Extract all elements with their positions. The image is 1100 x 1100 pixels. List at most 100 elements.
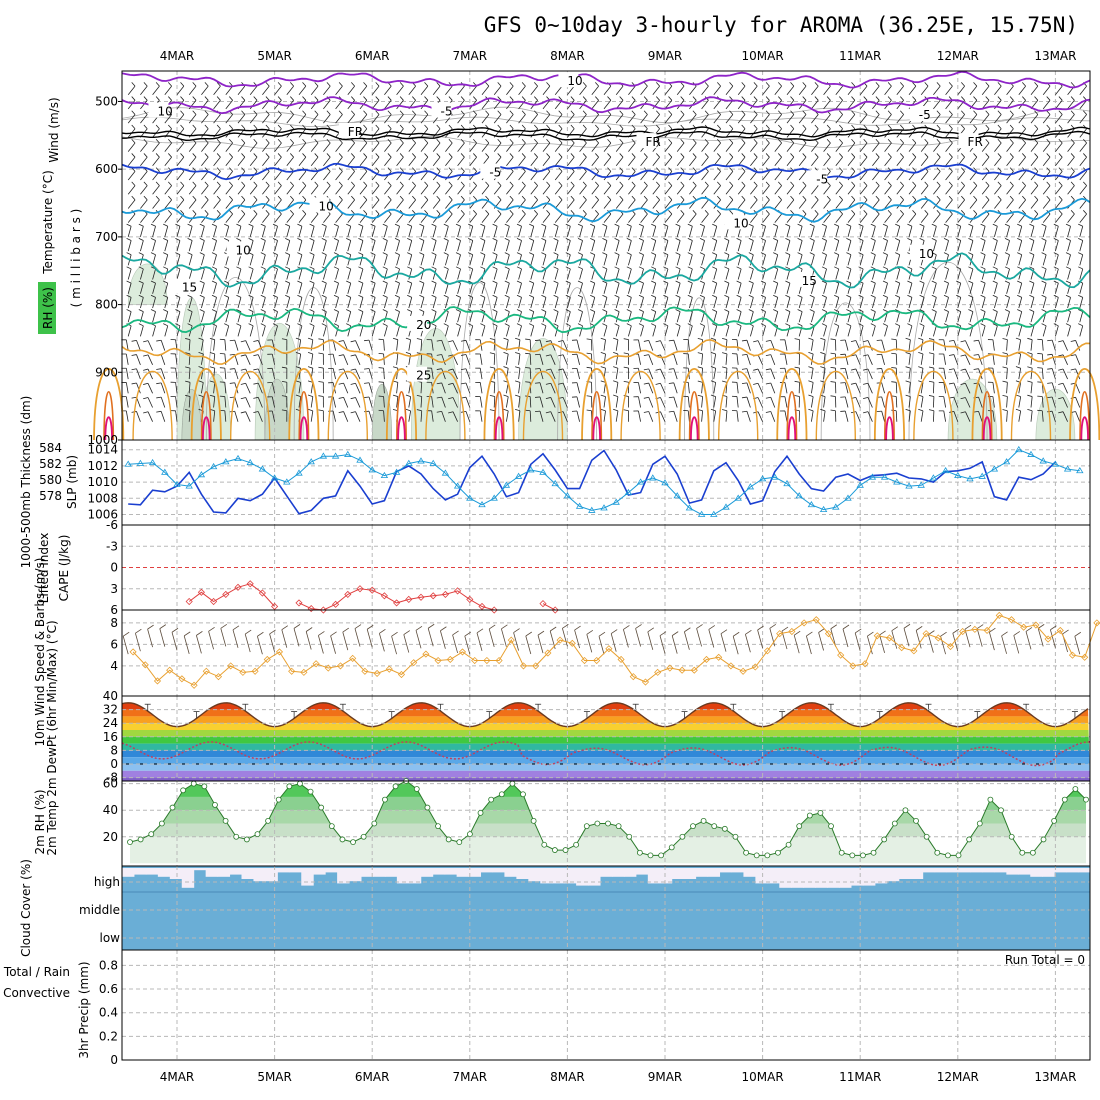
wind-barb xyxy=(431,339,434,351)
wind-barb xyxy=(689,142,697,152)
wind-barb xyxy=(1041,410,1044,422)
wind-barb-flag xyxy=(480,266,486,270)
wind-barb xyxy=(335,213,343,223)
wind-barb-flag xyxy=(692,110,697,115)
wind-barb xyxy=(811,353,814,365)
wind-barb-flag xyxy=(741,368,747,370)
wind-barb-flag xyxy=(1041,223,1047,227)
wind-barb-flag xyxy=(887,82,892,87)
surface-barb-flag xyxy=(964,624,972,630)
wind-barb xyxy=(529,410,532,422)
wind-barb-flag xyxy=(253,124,258,130)
wind-barb-flag xyxy=(1029,238,1035,241)
wind-barb xyxy=(652,213,660,223)
wind-barb xyxy=(323,85,331,95)
wind-barb xyxy=(774,283,779,294)
wind-barb-flag xyxy=(248,238,254,241)
wind-barb-flag xyxy=(155,181,160,186)
wind-barb xyxy=(1055,142,1063,152)
wind-barb xyxy=(762,171,770,181)
wind-barb-flag xyxy=(765,96,770,101)
wind-barb-flag xyxy=(790,210,795,215)
wind-barb-flag xyxy=(936,153,941,158)
wind-barb xyxy=(1075,397,1081,408)
wind-barb xyxy=(701,156,709,167)
wind-barb-flag xyxy=(407,266,412,270)
wind-barb-flag xyxy=(960,411,966,414)
wind-barb-flag xyxy=(131,368,137,371)
wind-barb xyxy=(835,199,843,209)
wind-barb-flag xyxy=(168,96,172,101)
rh-contour xyxy=(121,116,1091,128)
wind-barb xyxy=(945,268,949,280)
wind-barb-flag xyxy=(412,167,416,172)
wind-barb xyxy=(481,85,490,95)
wind-barb xyxy=(1055,254,1059,266)
wind-barb-flag xyxy=(1017,266,1022,270)
slp-line-marker xyxy=(819,505,828,513)
wind-barb xyxy=(1018,368,1022,380)
wind-barb-flag xyxy=(277,153,282,158)
wind-barb xyxy=(943,410,946,422)
wind-barb xyxy=(335,268,339,280)
wind-barb xyxy=(737,268,742,280)
wind-barb xyxy=(881,411,885,422)
lifted-index-line-marker xyxy=(368,586,376,594)
wind-barb-flag xyxy=(680,210,685,215)
wind-speed-line-marker xyxy=(885,634,894,642)
thickness-axis-label: 1000-500mb Thickness (dm) xyxy=(19,396,33,569)
wind-barb-flag xyxy=(623,409,629,412)
surface-barb xyxy=(183,635,190,654)
wind-barb-flag xyxy=(905,380,911,383)
wind-barb-flag xyxy=(590,252,595,256)
wind-barb xyxy=(1067,171,1075,181)
wind-barb xyxy=(493,382,496,394)
wind-barb xyxy=(271,396,275,408)
wind-barb xyxy=(384,85,392,95)
wind-barb-flag xyxy=(318,366,324,369)
wind-barb-flag xyxy=(241,138,246,144)
wind-barb-flag xyxy=(968,294,974,298)
wind-barb-flag xyxy=(895,294,900,298)
wind-barb xyxy=(750,240,754,252)
wind-barb-flag xyxy=(516,309,522,312)
wind-speed-line-marker xyxy=(336,662,345,670)
wind-barb-flag xyxy=(504,238,510,241)
wind-barb xyxy=(493,396,496,408)
wind-barb-flag xyxy=(204,153,209,158)
wind-speed-line-marker xyxy=(1093,619,1100,627)
wind-barb xyxy=(420,226,425,237)
wind-barb xyxy=(1042,142,1051,152)
wind-barb xyxy=(701,410,704,422)
wind-barb xyxy=(798,226,803,237)
wind-barb xyxy=(981,283,986,294)
wind-barb xyxy=(847,156,856,167)
wind-barb-flag xyxy=(765,411,771,413)
wind-barb xyxy=(408,199,416,209)
wind-barb-flag xyxy=(882,294,888,298)
wind-axis: 864 xyxy=(110,616,118,673)
wind-barb xyxy=(994,297,998,309)
wind-barb-flag xyxy=(1015,337,1021,341)
wind-barb xyxy=(591,114,599,124)
wind-barb-flag xyxy=(346,323,351,327)
surface-barb-flag xyxy=(647,627,655,633)
wind-barb-flag xyxy=(168,153,172,158)
surface-barb-flag xyxy=(549,626,557,632)
wind-barb-flag xyxy=(277,82,282,87)
wind-barb xyxy=(323,142,331,152)
wind-barb-flag xyxy=(333,266,339,270)
cloud-high-gap xyxy=(982,868,995,873)
wind-barb xyxy=(188,382,191,394)
wind-barb xyxy=(481,185,490,195)
wind-barb-flag xyxy=(623,380,629,383)
wind-barb xyxy=(323,114,331,124)
wind-barb-flag xyxy=(473,110,477,115)
wind-barb xyxy=(908,368,911,380)
wind-speed-line-marker xyxy=(275,648,284,656)
wind-speed-line-marker xyxy=(922,630,930,638)
wind-barb-flag xyxy=(1083,138,1087,144)
wind-barb-flag xyxy=(419,294,425,298)
cloud-high-gap xyxy=(564,868,577,884)
wind-barb-flag xyxy=(394,223,400,227)
